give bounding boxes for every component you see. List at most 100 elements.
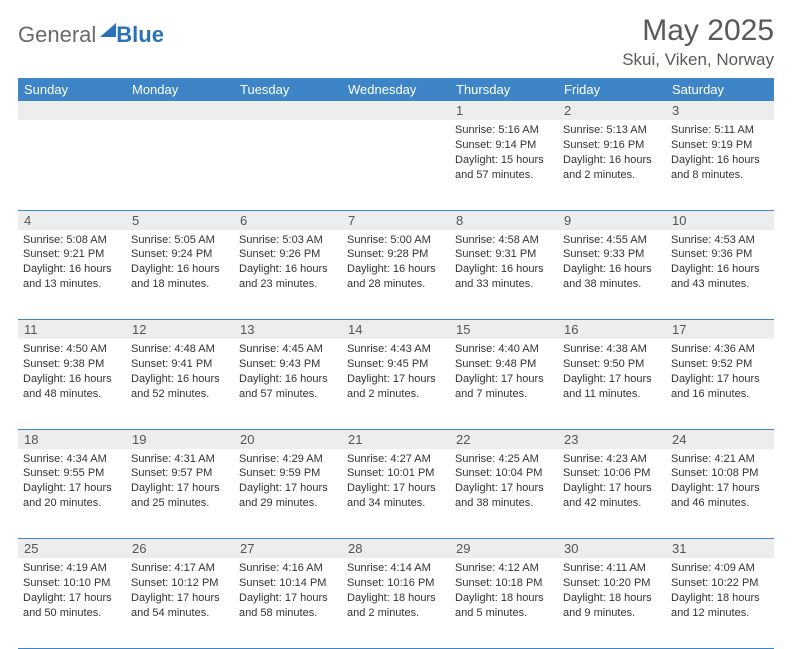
day-number-row: 25262728293031 xyxy=(18,539,774,559)
day-detail: Sunrise: 4:40 AMSunset: 9:48 PMDaylight:… xyxy=(450,339,558,405)
day-data-cell: Sunrise: 5:11 AMSunset: 9:19 PMDaylight:… xyxy=(666,120,774,210)
day-number-cell: 28 xyxy=(342,539,450,559)
day-number-cell xyxy=(342,101,450,120)
day-data-row: Sunrise: 4:50 AMSunset: 9:38 PMDaylight:… xyxy=(18,339,774,429)
day-data-cell: Sunrise: 5:08 AMSunset: 9:21 PMDaylight:… xyxy=(18,230,126,320)
day-number-cell: 2 xyxy=(558,101,666,120)
day-number-cell: 31 xyxy=(666,539,774,559)
day-data-cell: Sunrise: 4:40 AMSunset: 9:48 PMDaylight:… xyxy=(450,339,558,429)
day-data-cell: Sunrise: 5:13 AMSunset: 9:16 PMDaylight:… xyxy=(558,120,666,210)
day-detail: Sunrise: 4:34 AMSunset: 9:55 PMDaylight:… xyxy=(18,449,126,515)
day-number-cell: 8 xyxy=(450,210,558,230)
day-data-row: Sunrise: 4:19 AMSunset: 10:10 PMDaylight… xyxy=(18,558,774,648)
day-detail: Sunrise: 4:21 AMSunset: 10:08 PMDaylight… xyxy=(666,449,774,515)
day-detail: Sunrise: 5:11 AMSunset: 9:19 PMDaylight:… xyxy=(666,120,774,186)
day-number-cell: 12 xyxy=(126,320,234,340)
day-data-cell: Sunrise: 4:48 AMSunset: 9:41 PMDaylight:… xyxy=(126,339,234,429)
weekday-header: Monday xyxy=(126,78,234,101)
day-detail: Sunrise: 4:45 AMSunset: 9:43 PMDaylight:… xyxy=(234,339,342,405)
day-number-cell: 6 xyxy=(234,210,342,230)
day-data-cell: Sunrise: 4:58 AMSunset: 9:31 PMDaylight:… xyxy=(450,230,558,320)
day-detail: Sunrise: 5:13 AMSunset: 9:16 PMDaylight:… xyxy=(558,120,666,186)
day-detail: Sunrise: 4:23 AMSunset: 10:06 PMDaylight… xyxy=(558,449,666,515)
day-number-row: 123 xyxy=(18,101,774,120)
day-number-row: 18192021222324 xyxy=(18,429,774,449)
day-data-cell: Sunrise: 4:21 AMSunset: 10:08 PMDaylight… xyxy=(666,449,774,539)
day-number-cell: 23 xyxy=(558,429,666,449)
day-number-cell xyxy=(234,101,342,120)
day-detail: Sunrise: 5:16 AMSunset: 9:14 PMDaylight:… xyxy=(450,120,558,186)
day-detail: Sunrise: 4:50 AMSunset: 9:38 PMDaylight:… xyxy=(18,339,126,405)
day-data-cell: Sunrise: 4:14 AMSunset: 10:16 PMDaylight… xyxy=(342,558,450,648)
day-data-cell: Sunrise: 4:43 AMSunset: 9:45 PMDaylight:… xyxy=(342,339,450,429)
day-data-cell: Sunrise: 4:38 AMSunset: 9:50 PMDaylight:… xyxy=(558,339,666,429)
logo-text-gray: General xyxy=(18,22,96,48)
day-number-cell: 1 xyxy=(450,101,558,120)
day-number-cell: 3 xyxy=(666,101,774,120)
day-data-row: Sunrise: 5:08 AMSunset: 9:21 PMDaylight:… xyxy=(18,230,774,320)
day-data-cell: Sunrise: 4:23 AMSunset: 10:06 PMDaylight… xyxy=(558,449,666,539)
header: General Blue May 2025 Skui, Viken, Norwa… xyxy=(18,14,774,70)
day-number-cell: 25 xyxy=(18,539,126,559)
calendar-header-row: SundayMondayTuesdayWednesdayThursdayFrid… xyxy=(18,78,774,101)
day-detail: Sunrise: 5:08 AMSunset: 9:21 PMDaylight:… xyxy=(18,230,126,296)
day-number-cell: 20 xyxy=(234,429,342,449)
weekday-header: Thursday xyxy=(450,78,558,101)
day-detail: Sunrise: 4:19 AMSunset: 10:10 PMDaylight… xyxy=(18,558,126,624)
weekday-header: Tuesday xyxy=(234,78,342,101)
day-detail: Sunrise: 4:29 AMSunset: 9:59 PMDaylight:… xyxy=(234,449,342,515)
day-number-cell: 30 xyxy=(558,539,666,559)
logo-triangle-icon xyxy=(100,23,116,37)
day-number-cell: 27 xyxy=(234,539,342,559)
day-number-cell: 10 xyxy=(666,210,774,230)
day-number-cell: 5 xyxy=(126,210,234,230)
weekday-header: Saturday xyxy=(666,78,774,101)
day-detail: Sunrise: 4:38 AMSunset: 9:50 PMDaylight:… xyxy=(558,339,666,405)
day-number-cell: 16 xyxy=(558,320,666,340)
day-detail: Sunrise: 4:55 AMSunset: 9:33 PMDaylight:… xyxy=(558,230,666,296)
day-number-cell: 29 xyxy=(450,539,558,559)
day-number-cell: 13 xyxy=(234,320,342,340)
location-label: Skui, Viken, Norway xyxy=(622,50,774,70)
day-detail: Sunrise: 4:43 AMSunset: 9:45 PMDaylight:… xyxy=(342,339,450,405)
logo-text-blue: Blue xyxy=(116,22,164,48)
day-data-cell: Sunrise: 4:29 AMSunset: 9:59 PMDaylight:… xyxy=(234,449,342,539)
day-number-cell xyxy=(126,101,234,120)
day-number-cell: 19 xyxy=(126,429,234,449)
day-detail: Sunrise: 4:17 AMSunset: 10:12 PMDaylight… xyxy=(126,558,234,624)
day-number-cell: 9 xyxy=(558,210,666,230)
day-data-cell xyxy=(234,120,342,210)
day-data-cell: Sunrise: 4:50 AMSunset: 9:38 PMDaylight:… xyxy=(18,339,126,429)
day-data-cell: Sunrise: 4:36 AMSunset: 9:52 PMDaylight:… xyxy=(666,339,774,429)
day-detail: Sunrise: 4:09 AMSunset: 10:22 PMDaylight… xyxy=(666,558,774,624)
weekday-header: Friday xyxy=(558,78,666,101)
day-detail: Sunrise: 4:36 AMSunset: 9:52 PMDaylight:… xyxy=(666,339,774,405)
day-data-cell: Sunrise: 4:34 AMSunset: 9:55 PMDaylight:… xyxy=(18,449,126,539)
day-detail: Sunrise: 4:16 AMSunset: 10:14 PMDaylight… xyxy=(234,558,342,624)
day-detail: Sunrise: 5:00 AMSunset: 9:28 PMDaylight:… xyxy=(342,230,450,296)
day-data-cell xyxy=(126,120,234,210)
day-data-cell: Sunrise: 4:53 AMSunset: 9:36 PMDaylight:… xyxy=(666,230,774,320)
day-detail: Sunrise: 4:53 AMSunset: 9:36 PMDaylight:… xyxy=(666,230,774,296)
day-number-cell: 4 xyxy=(18,210,126,230)
day-number-row: 45678910 xyxy=(18,210,774,230)
day-data-cell: Sunrise: 4:09 AMSunset: 10:22 PMDaylight… xyxy=(666,558,774,648)
day-number-cell: 21 xyxy=(342,429,450,449)
day-data-cell: Sunrise: 4:11 AMSunset: 10:20 PMDaylight… xyxy=(558,558,666,648)
day-detail: Sunrise: 4:58 AMSunset: 9:31 PMDaylight:… xyxy=(450,230,558,296)
day-data-cell: Sunrise: 5:03 AMSunset: 9:26 PMDaylight:… xyxy=(234,230,342,320)
month-title: May 2025 xyxy=(622,14,774,48)
day-number-cell: 24 xyxy=(666,429,774,449)
day-detail: Sunrise: 4:48 AMSunset: 9:41 PMDaylight:… xyxy=(126,339,234,405)
day-detail: Sunrise: 4:27 AMSunset: 10:01 PMDaylight… xyxy=(342,449,450,515)
day-number-cell: 11 xyxy=(18,320,126,340)
day-detail: Sunrise: 5:03 AMSunset: 9:26 PMDaylight:… xyxy=(234,230,342,296)
day-data-cell xyxy=(342,120,450,210)
title-block: May 2025 Skui, Viken, Norway xyxy=(622,14,774,70)
day-data-cell: Sunrise: 4:25 AMSunset: 10:04 PMDaylight… xyxy=(450,449,558,539)
day-data-cell: Sunrise: 4:31 AMSunset: 9:57 PMDaylight:… xyxy=(126,449,234,539)
day-detail: Sunrise: 4:14 AMSunset: 10:16 PMDaylight… xyxy=(342,558,450,624)
day-data-cell: Sunrise: 4:45 AMSunset: 9:43 PMDaylight:… xyxy=(234,339,342,429)
day-data-cell: Sunrise: 5:16 AMSunset: 9:14 PMDaylight:… xyxy=(450,120,558,210)
day-number-cell: 7 xyxy=(342,210,450,230)
